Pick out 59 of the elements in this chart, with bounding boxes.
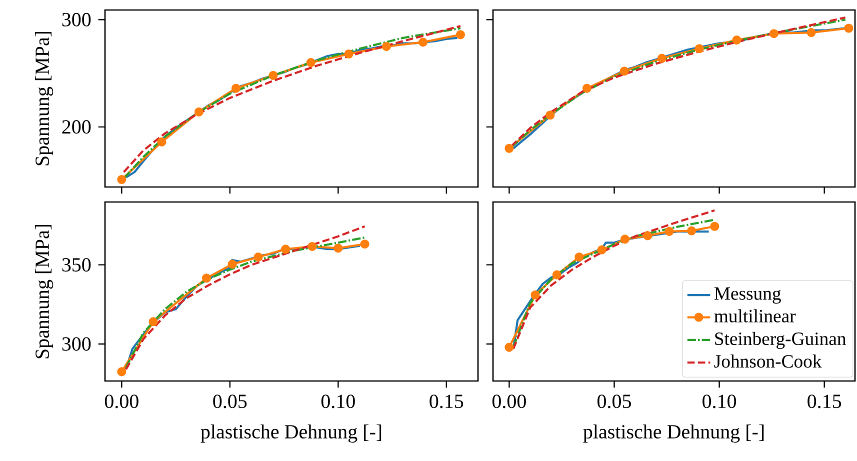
y-tick-label: 300 xyxy=(62,12,91,26)
point xyxy=(546,110,555,120)
y-tick-label: 200 xyxy=(62,120,91,134)
point xyxy=(552,270,562,280)
point xyxy=(157,137,166,146)
point xyxy=(382,42,391,52)
point xyxy=(231,84,241,93)
point xyxy=(597,245,606,254)
legend-label: Messung xyxy=(714,287,781,304)
x-axis-title: plastische Dehnung [-] xyxy=(583,424,764,443)
point xyxy=(117,367,126,376)
point xyxy=(117,174,126,184)
point xyxy=(657,54,666,63)
x-axis-title: plastische Dehnung [-] xyxy=(200,424,382,443)
x-tick-label: 0.15 xyxy=(808,394,842,408)
point xyxy=(732,36,742,45)
point xyxy=(769,29,778,38)
point xyxy=(254,252,263,262)
point xyxy=(334,244,343,253)
point xyxy=(504,144,514,153)
y-tick-label: 300 xyxy=(62,337,91,351)
legend-label: Johnson-Cook xyxy=(714,354,822,368)
point xyxy=(643,231,652,240)
point xyxy=(574,252,584,262)
x-tick-label: 0.05 xyxy=(597,394,631,408)
x-tick-label: 0.10 xyxy=(321,394,355,408)
point xyxy=(268,70,278,80)
point xyxy=(664,226,674,236)
point xyxy=(806,28,816,38)
point xyxy=(710,222,720,231)
point xyxy=(202,274,212,283)
y-axis-title: Spannung [MPa] xyxy=(34,32,54,166)
point xyxy=(306,58,316,68)
point xyxy=(504,342,514,352)
point xyxy=(687,226,696,236)
x-tick-label: 0.00 xyxy=(104,394,138,408)
point xyxy=(844,24,854,33)
point xyxy=(418,38,428,47)
x-tick-label: 0.00 xyxy=(492,394,526,408)
point xyxy=(308,242,317,252)
point xyxy=(620,234,630,244)
point xyxy=(281,244,290,254)
point xyxy=(456,30,466,40)
point xyxy=(148,317,158,326)
x-tick-label: 0.15 xyxy=(430,394,464,408)
y-tick-label: 350 xyxy=(62,258,91,272)
point xyxy=(620,66,629,76)
legend-label: Steinberg-Guinan xyxy=(715,332,846,349)
y-axis-title: Spannung [MPa] xyxy=(34,224,54,358)
x-tick-label: 0.10 xyxy=(702,394,736,408)
legend-label: multilinear xyxy=(714,309,796,322)
point xyxy=(582,84,592,93)
x-tick-label: 0.05 xyxy=(213,394,247,408)
point xyxy=(228,260,237,269)
point xyxy=(194,107,204,116)
point xyxy=(694,44,704,54)
point xyxy=(530,290,540,300)
point xyxy=(360,240,370,249)
point xyxy=(344,49,354,59)
